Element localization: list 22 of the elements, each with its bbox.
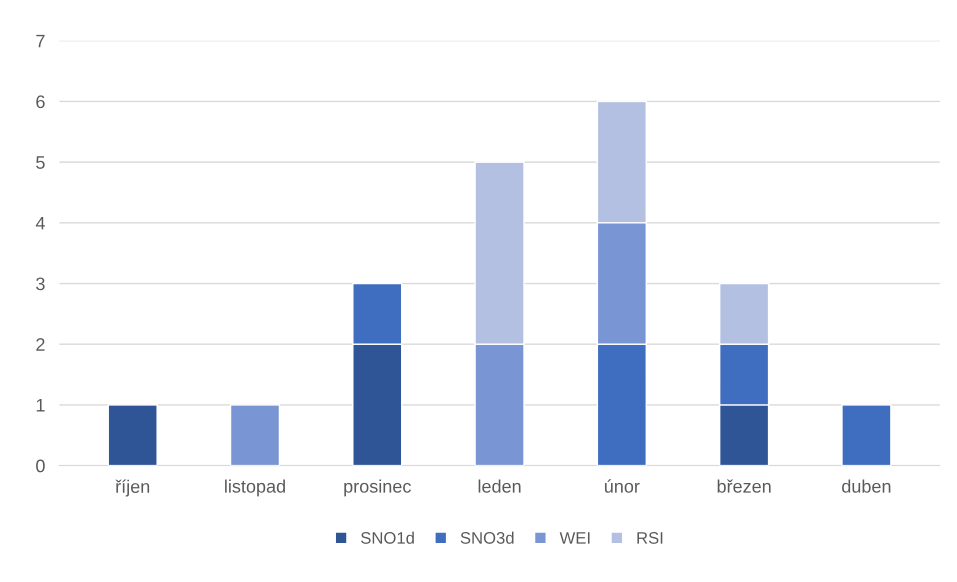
x-tick-label: listopad xyxy=(225,479,285,496)
y-tick-label: 0 xyxy=(36,460,45,472)
legend-label: WEI xyxy=(560,532,590,544)
legend-label: SNO3d xyxy=(460,532,514,544)
bar xyxy=(841,404,892,466)
y-tick-label: 2 xyxy=(36,338,45,351)
x-tick-label: leden xyxy=(478,479,520,493)
bar xyxy=(108,404,158,466)
y-tick-label: 5 xyxy=(36,156,45,169)
y-tick-label: 6 xyxy=(36,95,45,108)
y-tick-label: 1 xyxy=(36,399,45,412)
x-tick-label: březen xyxy=(718,479,771,493)
y-tick-label: 3 xyxy=(36,277,45,290)
x-tick-label: říjen xyxy=(116,479,150,497)
legend-label: SNO1d xyxy=(361,532,414,544)
x-tick-label: prosinec xyxy=(344,479,411,496)
bar xyxy=(230,404,280,466)
y-tick-label: 7 xyxy=(36,34,45,48)
x-tick-label: duben xyxy=(842,479,890,493)
legend-label: RSI xyxy=(637,532,662,544)
x-tick-label: únor xyxy=(604,479,640,493)
y-tick-label: 4 xyxy=(36,216,45,230)
